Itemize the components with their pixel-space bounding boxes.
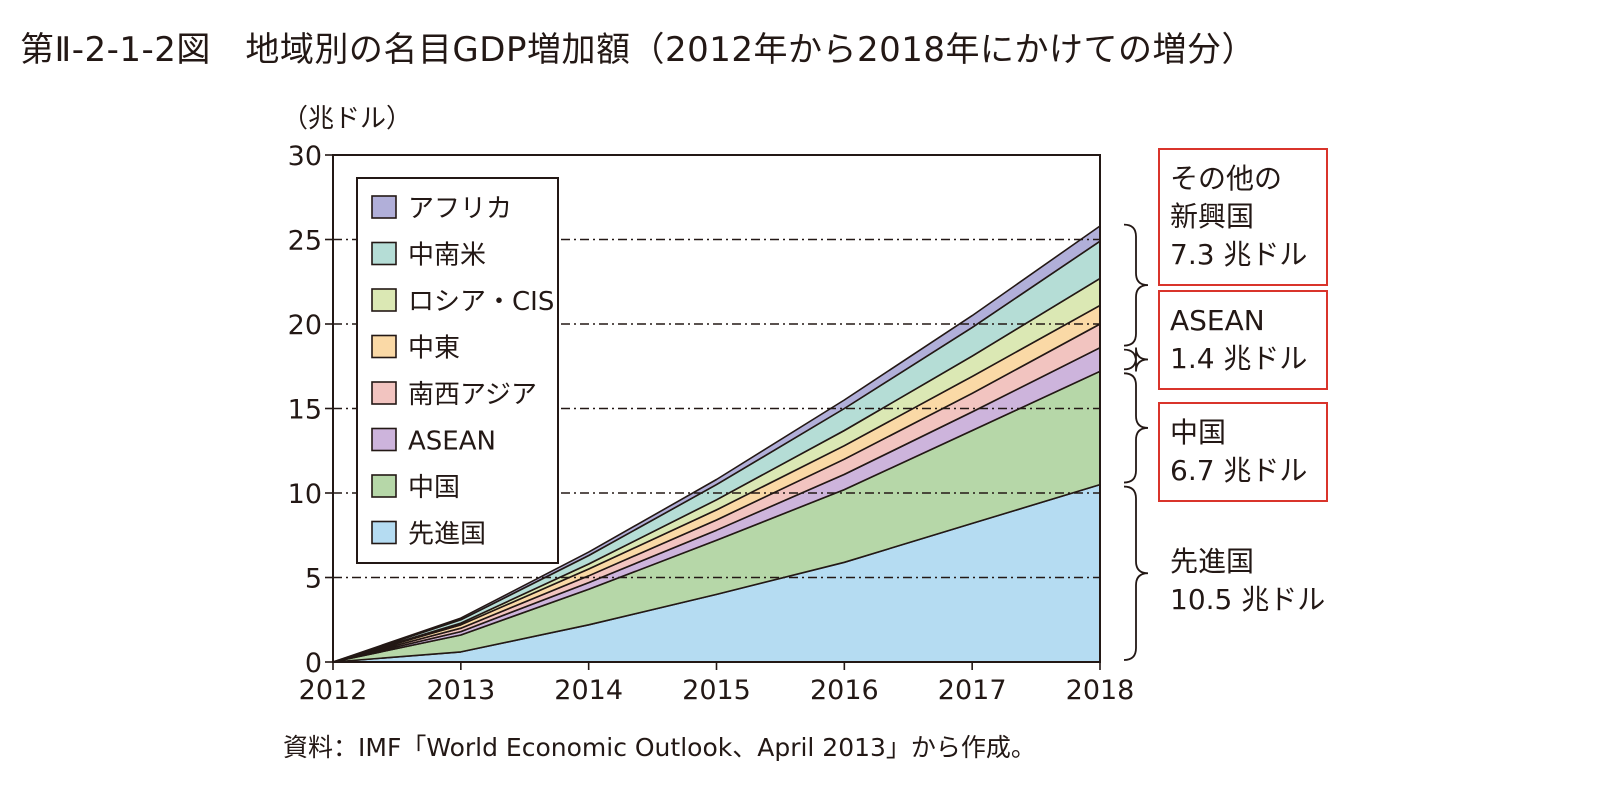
y-axis-unit-label: （兆ドル） bbox=[282, 104, 412, 134]
annotation-box-china bbox=[1158, 402, 1328, 502]
legend-swatch-series-7 bbox=[371, 241, 397, 266]
legend-swatch-series-6 bbox=[371, 288, 397, 312]
legend-label-series-6: ロシア・CIS bbox=[408, 287, 554, 317]
annotation-china-line-1: 中国 bbox=[1170, 416, 1227, 449]
legend-swatch-series-8 bbox=[371, 195, 397, 219]
annotation-other-line-1: その他の bbox=[1170, 162, 1283, 195]
legend-label-series-7: 中南米 bbox=[408, 241, 486, 271]
legend-swatch-series-1 bbox=[371, 520, 397, 545]
y-tick-label-25: 25 bbox=[288, 226, 322, 257]
x-tick-label-2015: 2015 bbox=[682, 675, 751, 706]
brace-advanced bbox=[1123, 485, 1149, 661]
x-tick-label-2013: 2013 bbox=[426, 675, 495, 706]
y-tick-label-5: 5 bbox=[305, 564, 322, 595]
legend-swatch-series-5 bbox=[371, 334, 397, 359]
annotation-advanced-line-2: 10.5 兆ドル bbox=[1170, 583, 1326, 616]
annotation-asean-line-1: ASEAN bbox=[1170, 304, 1265, 337]
axes: （兆ドル） 0 5 10 15 20 25 30 2012 2013 2014 2015 2016 201… bbox=[282, 104, 1134, 706]
x-tick-label-2018: 2018 bbox=[1066, 675, 1135, 706]
annotation-other-line-2: 新興国 bbox=[1170, 200, 1255, 233]
legend-label-series-2: 中国 bbox=[408, 473, 460, 503]
y-tick-label-20: 20 bbox=[288, 310, 322, 341]
brace-other bbox=[1123, 223, 1149, 347]
annotation-china-line-2: 6.7 兆ドル bbox=[1170, 454, 1308, 487]
x-tick-label-2014: 2014 bbox=[554, 675, 623, 706]
brace-china bbox=[1123, 372, 1149, 484]
source-note: 資料：IMF「World Economic Outlook、April 2013… bbox=[283, 733, 1036, 762]
y-tick-label-10: 10 bbox=[288, 479, 322, 510]
legend-label-series-5: 中東 bbox=[408, 334, 460, 364]
y-tick-label-30: 30 bbox=[288, 141, 322, 172]
y-tick-label-0: 0 bbox=[305, 648, 322, 679]
x-tick-label-2012: 2012 bbox=[299, 675, 368, 706]
annotation-other-line-3: 7.3 兆ドル bbox=[1170, 238, 1308, 271]
legend-swatch-series-3 bbox=[371, 427, 397, 452]
legend-swatch-series-2 bbox=[371, 474, 397, 498]
legend-swatch-series-4 bbox=[371, 381, 397, 405]
legend-box bbox=[356, 177, 559, 564]
brace-asean bbox=[1123, 347, 1149, 372]
annotation-asean-line-2: 1.4 兆ドル bbox=[1170, 342, 1308, 375]
legend-label-series-4: 南西アジア bbox=[408, 380, 537, 410]
legend-label-series-8: アフリカ bbox=[408, 194, 512, 224]
annotation-braces bbox=[1123, 223, 1149, 661]
legend-label-series-1: 先進国 bbox=[408, 520, 486, 550]
y-tick-label-15: 15 bbox=[288, 395, 322, 426]
legend-label-series-3: ASEAN bbox=[408, 427, 496, 457]
chart-title: 第Ⅱ-2-1-2図 地域別の名目GDP増加額（2012年から2018年にかけての… bbox=[20, 30, 1257, 70]
annotation-box-other bbox=[1158, 148, 1328, 286]
x-tick-label-2017: 2017 bbox=[938, 675, 1007, 706]
x-tick-label-2016: 2016 bbox=[810, 675, 879, 706]
annotation-box-asean bbox=[1158, 290, 1328, 390]
annotation-advanced-line-1: 先進国 bbox=[1170, 545, 1255, 578]
